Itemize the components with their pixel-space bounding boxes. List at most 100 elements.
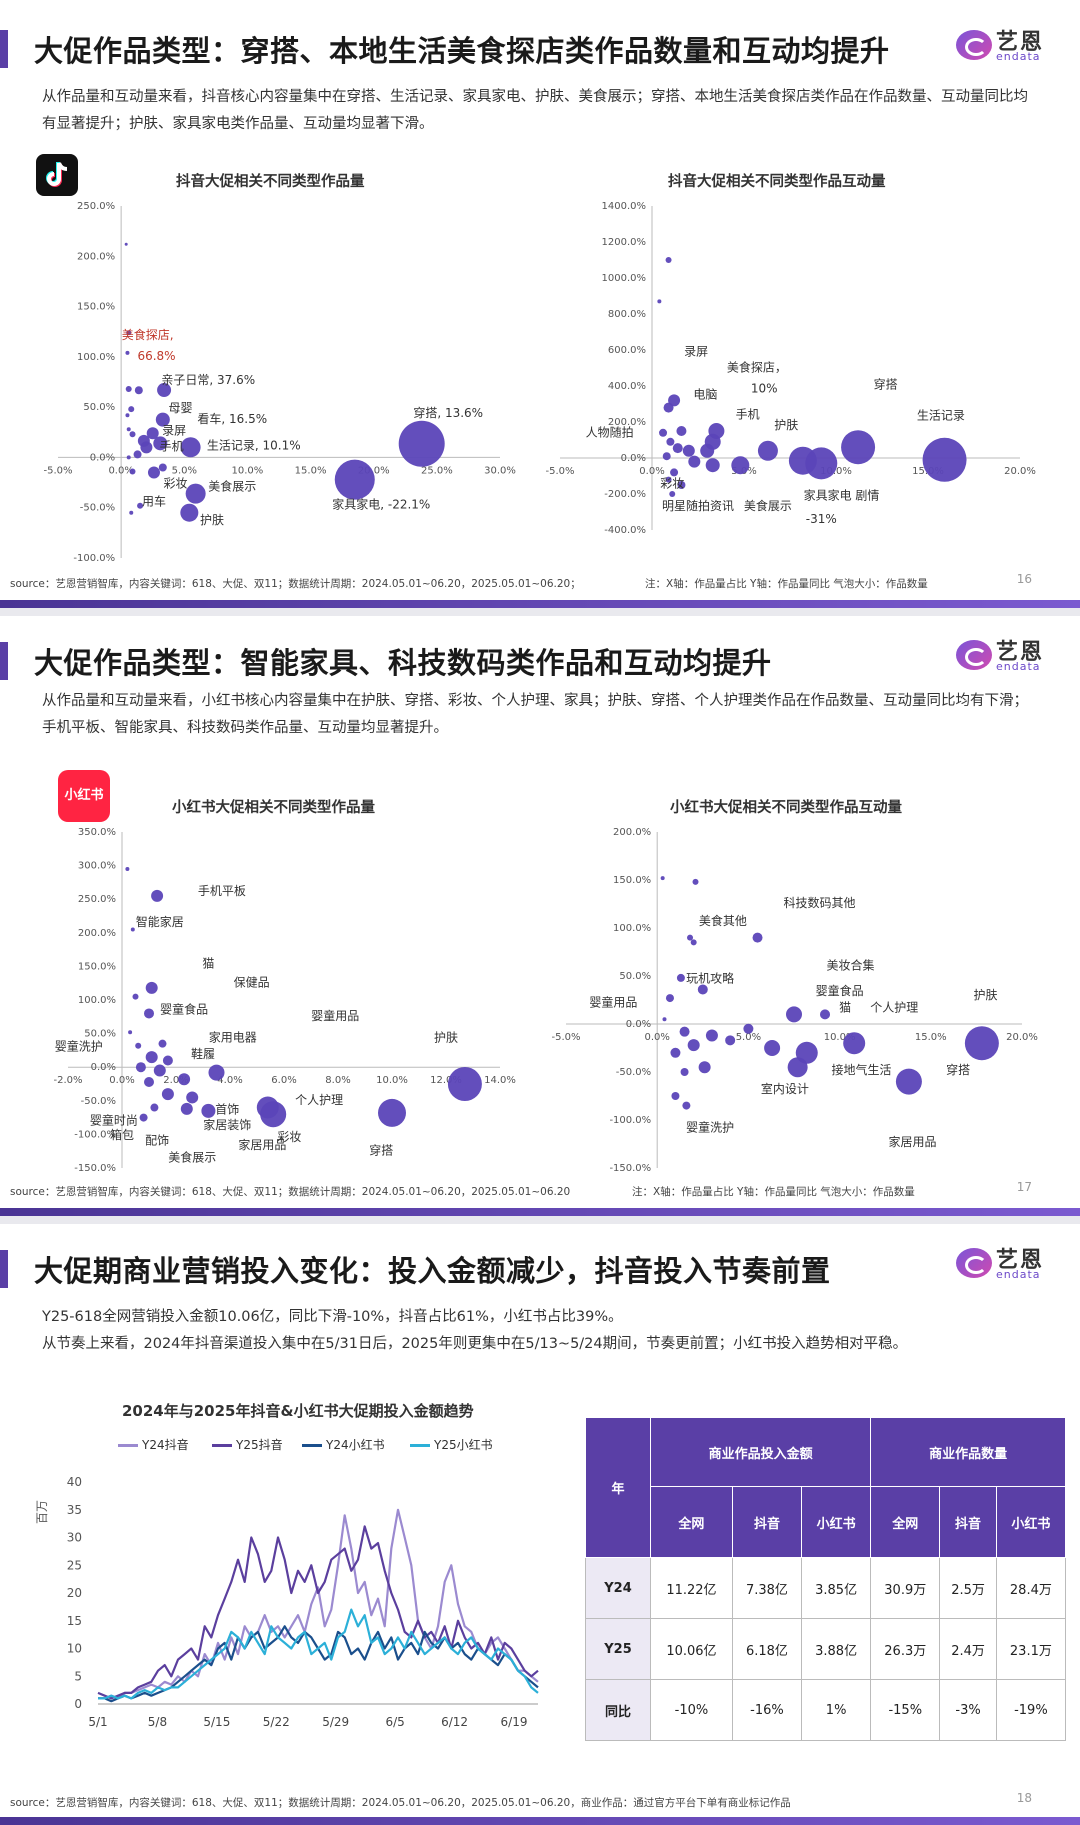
y-tick-label: 25 (67, 1558, 82, 1572)
legend-label: Y25小红书 (434, 1438, 493, 1452)
bubble-label: 穿搭 (946, 1062, 970, 1077)
bubble (155, 412, 170, 427)
bubble (671, 1092, 680, 1100)
y-tick-label: 100.0% (613, 923, 651, 934)
bubble-label: 婴童用品 (311, 1008, 359, 1023)
page-number: 16 (1016, 572, 1032, 586)
x-tick-label: 14.0% (484, 1075, 516, 1086)
bubble-label: 婴童时尚 (90, 1112, 138, 1127)
y-tick-label: 150.0% (77, 302, 115, 313)
title-accent-bar (0, 30, 8, 68)
bubble-label: 智能家居 (136, 914, 184, 929)
endata-logo-icon (956, 30, 992, 60)
bubble (700, 443, 715, 458)
y-tick-label: 15 (67, 1614, 82, 1628)
bubble (666, 437, 675, 446)
x-tick-label: 5/1 (88, 1715, 107, 1729)
slide-16: 大促作品类型：穿搭、本地生活美食探店类作品数量和互动均提升 艺恩 endata … (0, 0, 1080, 608)
bubble-label: 配饰 (145, 1133, 169, 1147)
bubble-label: 穿搭, 13.6% (413, 405, 483, 420)
bubble-label: 用车 (142, 494, 166, 509)
bubble (185, 483, 206, 504)
bubble-label: 护肤 (434, 1030, 458, 1045)
table-cell: 3.85亿 (801, 1557, 872, 1619)
bubble-label: 护肤 (774, 417, 798, 432)
col-header: 抖音 (939, 1486, 997, 1558)
bubble (134, 386, 143, 395)
bubble-label: 婴童洗护 (55, 1038, 103, 1053)
bubble-label: 美食其他 (699, 913, 747, 928)
x-tick-label: 20.0% (358, 465, 390, 476)
bubble-label: 生活记录, 10.1% (207, 438, 301, 452)
y-tick-label: 0.0% (91, 1062, 116, 1073)
bubble (662, 1017, 667, 1022)
bubble (665, 257, 672, 263)
bubble (161, 1088, 174, 1101)
legend-swatch (212, 1444, 232, 1447)
bubble (669, 491, 676, 497)
legend-swatch (410, 1444, 430, 1447)
bubble (144, 1008, 154, 1019)
y-tick-label: 5 (74, 1669, 82, 1683)
bubble (764, 1040, 781, 1056)
bubble (964, 1026, 999, 1061)
y-tick-label: 0.0% (90, 452, 115, 463)
table-cell: -16% (731, 1679, 803, 1741)
series-line (98, 1508, 539, 1700)
bubble (665, 994, 674, 1003)
bubble (682, 1101, 691, 1110)
y-tick-label: 350.0% (78, 827, 116, 838)
bubble-label: 鞋履 (191, 1046, 215, 1061)
table-cell: 28.4万 (995, 1557, 1067, 1619)
table-cell: 30.9万 (870, 1557, 941, 1619)
x-tick-label: 6.0% (271, 1075, 296, 1086)
bubble (125, 350, 130, 355)
endata-logo: 艺恩 endata (956, 24, 1054, 66)
legend-label: Y24抖音 (142, 1438, 189, 1452)
x-tick-label: 15.0% (915, 1032, 947, 1043)
bubble-label: 保健品 (234, 976, 270, 990)
y-tick-label: 0.0% (621, 453, 646, 464)
y-tick-label: -100.0% (609, 1115, 651, 1126)
bubble (151, 889, 164, 902)
bubble (670, 1047, 681, 1058)
table-cell: 11.22亿 (650, 1557, 733, 1619)
bubble (162, 1055, 173, 1066)
x-tick-label: 0.0% (109, 1075, 134, 1086)
source-footer: source：艺恩营销智库，内容关键词：618、大促、双11；数据统计周期：20… (10, 1797, 791, 1809)
x-tick-label: 5/8 (148, 1715, 167, 1729)
bubble (186, 1091, 199, 1104)
legend-swatch (118, 1444, 138, 1447)
col-header: 全网 (650, 1486, 733, 1558)
bubble-label: 亲子日常, 37.6% (161, 373, 255, 387)
bubble-label: 穿搭 (369, 1143, 393, 1158)
bubble-label: 美妆合集 (827, 957, 875, 972)
bubble (378, 1098, 406, 1127)
y-tick-label: 0 (74, 1697, 82, 1711)
x-tick-label: 10.0% (232, 465, 264, 476)
x-tick-label: 5/22 (263, 1715, 290, 1729)
bubble (787, 1057, 808, 1078)
legend-label: Y25抖音 (236, 1438, 283, 1452)
bubble-label: 穿搭 (874, 377, 898, 392)
bubble-label: 猫 (839, 1001, 851, 1015)
x-tick-label: 10.0% (824, 1032, 856, 1043)
slide-bottom-bar (0, 600, 1080, 608)
x-tick-label: 4.0% (217, 1075, 242, 1086)
y-tick-label: -200.0% (604, 489, 646, 500)
bubble (697, 984, 708, 995)
bubble (124, 242, 128, 246)
bubble (922, 437, 967, 482)
bubble (680, 1068, 689, 1076)
logo-text-cn: 艺恩 (996, 640, 1045, 665)
y-tick-label: 50.0% (84, 1029, 116, 1040)
bubble-label: 手机平板 (198, 884, 246, 898)
x-tick-label: 2.0% (163, 1075, 188, 1086)
table-cell: 23.1万 (995, 1618, 1067, 1680)
table-cell: 10.06亿 (650, 1618, 733, 1680)
xhs-volume-scatter: 350.0% 300.0% 250.0% 200.0% 150.0% 100.0% 50.0… (53, 827, 516, 1174)
bubble-label: 科技数码其他 (784, 895, 856, 910)
bubble-label: 家居用品 (889, 1134, 937, 1149)
bubble (447, 1067, 482, 1101)
bubble (660, 876, 665, 881)
